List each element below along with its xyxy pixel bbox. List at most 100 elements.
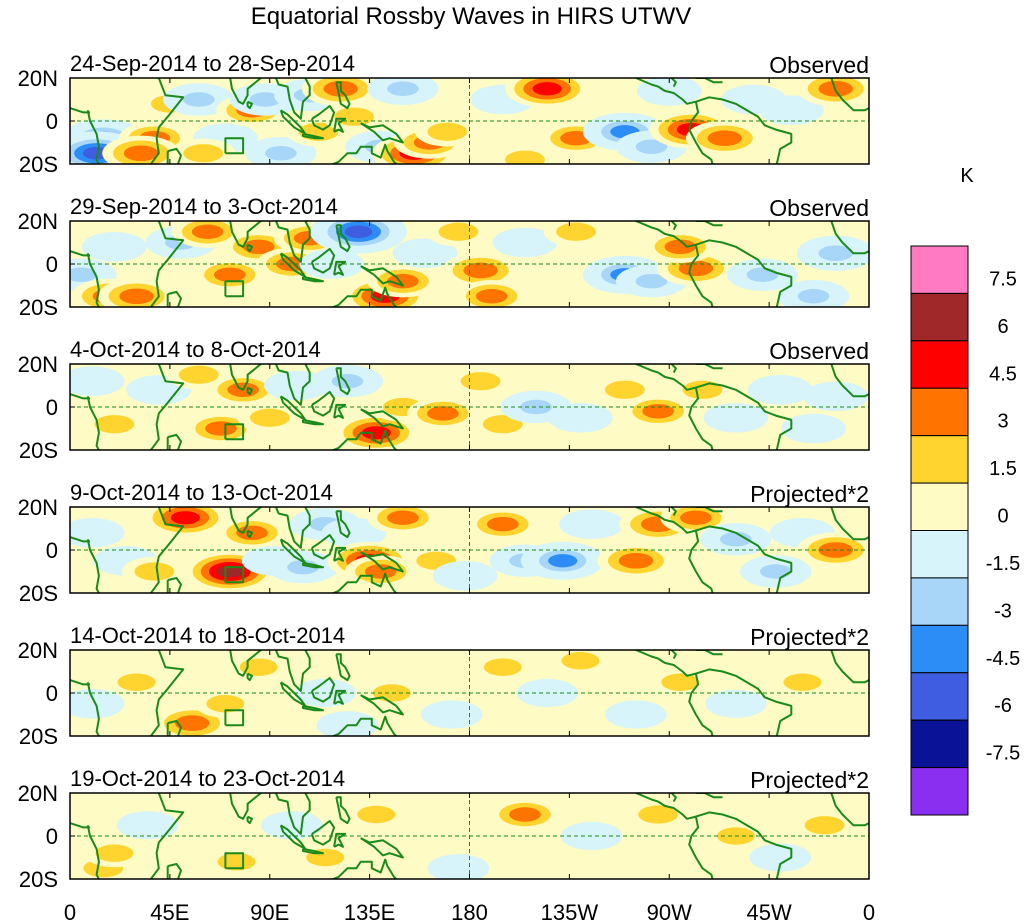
positive-anomaly bbox=[191, 224, 224, 239]
colorbar-label: 7.5 bbox=[989, 268, 1017, 290]
coastline bbox=[330, 572, 398, 593]
panel-date-range: 4-Oct-2014 to 8-Oct-2014 bbox=[70, 337, 321, 362]
coastline bbox=[830, 364, 869, 398]
coastline bbox=[274, 507, 311, 549]
positive-anomaly bbox=[482, 415, 523, 434]
positive-anomaly bbox=[387, 510, 419, 525]
negative-anomaly bbox=[793, 419, 834, 438]
coastline bbox=[695, 382, 793, 450]
positive-anomaly bbox=[119, 288, 154, 305]
coastline bbox=[274, 221, 311, 263]
anomaly-field bbox=[70, 507, 869, 592]
y-tick-label: 0 bbox=[46, 538, 58, 563]
coastline bbox=[695, 811, 793, 879]
negative-anomaly bbox=[72, 372, 113, 391]
coastline bbox=[830, 78, 869, 112]
colorbar-label: -3 bbox=[994, 600, 1012, 622]
x-tick-label: 90W bbox=[647, 900, 692, 924]
panel-label: Projected*2 bbox=[750, 481, 869, 507]
coastline bbox=[302, 275, 324, 283]
coastline bbox=[246, 672, 253, 682]
coastline bbox=[196, 78, 264, 105]
coastline bbox=[86, 253, 100, 307]
coastline bbox=[830, 650, 869, 684]
coastline bbox=[333, 117, 347, 133]
coastline bbox=[149, 507, 185, 593]
positive-anomaly bbox=[475, 289, 508, 304]
coastline bbox=[653, 793, 677, 803]
panel-date-range: 14-Oct-2014 to 18-Oct-2014 bbox=[70, 623, 345, 648]
negative-anomaly bbox=[761, 848, 800, 867]
x-tick-label: 0 bbox=[863, 900, 875, 924]
y-tick-label: 0 bbox=[46, 252, 58, 277]
x-tick-label: 135E bbox=[344, 900, 395, 924]
colorbar-label: 4.5 bbox=[989, 363, 1017, 385]
positive-anomaly bbox=[707, 130, 742, 146]
positive-anomaly bbox=[357, 805, 396, 824]
coastline bbox=[333, 832, 347, 848]
panel-date-range: 9-Oct-2014 to 13-Oct-2014 bbox=[70, 480, 333, 505]
colorbar-swatch bbox=[910, 340, 969, 389]
x-tick-label: 90E bbox=[250, 900, 289, 924]
y-tick-label: 20N bbox=[18, 638, 58, 663]
y-tick-label: 20S bbox=[19, 295, 58, 320]
map-panel: 20N 0 20S 24-Sep-2014 to 28-Sep-2014 Observe… bbox=[18, 51, 870, 177]
negative-anomaly bbox=[635, 274, 668, 289]
negative-anomaly bbox=[815, 387, 856, 406]
positive-anomaly bbox=[134, 562, 175, 581]
negative-anomaly bbox=[635, 139, 668, 154]
negative-anomaly bbox=[70, 267, 97, 282]
coastline bbox=[333, 260, 347, 276]
coastline bbox=[330, 858, 398, 879]
coastline bbox=[149, 364, 185, 450]
coastline bbox=[224, 280, 245, 298]
y-tick-label: 20S bbox=[19, 581, 58, 606]
colorbar-swatch bbox=[910, 435, 969, 484]
colorbar-swatch bbox=[910, 577, 969, 626]
y-tick-label: 20N bbox=[18, 209, 58, 234]
positive-anomaly bbox=[427, 122, 468, 141]
coastline bbox=[224, 566, 245, 584]
colorbar-unit: K bbox=[960, 165, 974, 187]
anomaly-field bbox=[70, 798, 858, 879]
positive-anomaly bbox=[604, 380, 645, 399]
colorbar-swatch bbox=[910, 719, 969, 769]
negative-anomaly bbox=[94, 237, 135, 256]
coastline bbox=[166, 720, 182, 736]
coastline bbox=[246, 815, 253, 825]
positive-anomaly bbox=[174, 715, 210, 731]
coastline bbox=[333, 546, 347, 562]
negative-anomaly bbox=[128, 816, 167, 834]
coastline bbox=[695, 78, 723, 84]
coastline bbox=[224, 423, 245, 441]
coastlines bbox=[70, 793, 869, 879]
coastline bbox=[330, 715, 398, 736]
coastline bbox=[695, 668, 793, 736]
y-tick-label: 20N bbox=[18, 66, 58, 91]
positive-anomaly bbox=[661, 673, 700, 691]
positive-anomaly bbox=[216, 565, 243, 578]
coastline bbox=[246, 386, 253, 396]
negative-anomaly bbox=[72, 694, 113, 713]
y-tick-label: 20S bbox=[19, 438, 58, 463]
coastline bbox=[360, 837, 404, 859]
positive-anomaly bbox=[505, 150, 545, 164]
coastline bbox=[70, 393, 90, 400]
negative-anomaly bbox=[344, 225, 373, 238]
negative-anomaly bbox=[505, 233, 545, 252]
coastline bbox=[695, 96, 793, 164]
anomaly-field bbox=[70, 78, 869, 164]
coastline bbox=[653, 507, 677, 517]
negative-anomaly bbox=[616, 705, 655, 724]
map-panels: 20N 0 20S 24-Sep-2014 to 28-Sep-2014 Observe… bbox=[18, 51, 870, 892]
positive-anomaly bbox=[664, 239, 697, 254]
coastline bbox=[196, 507, 264, 534]
colorbar-label: -1.5 bbox=[986, 553, 1020, 575]
coastline bbox=[246, 529, 253, 539]
positive-anomaly bbox=[561, 652, 600, 670]
coastline bbox=[310, 677, 336, 703]
negative-anomaly bbox=[797, 289, 830, 304]
colorbar-label: -6 bbox=[994, 695, 1012, 717]
coastline bbox=[310, 820, 336, 846]
coastline bbox=[86, 539, 100, 593]
